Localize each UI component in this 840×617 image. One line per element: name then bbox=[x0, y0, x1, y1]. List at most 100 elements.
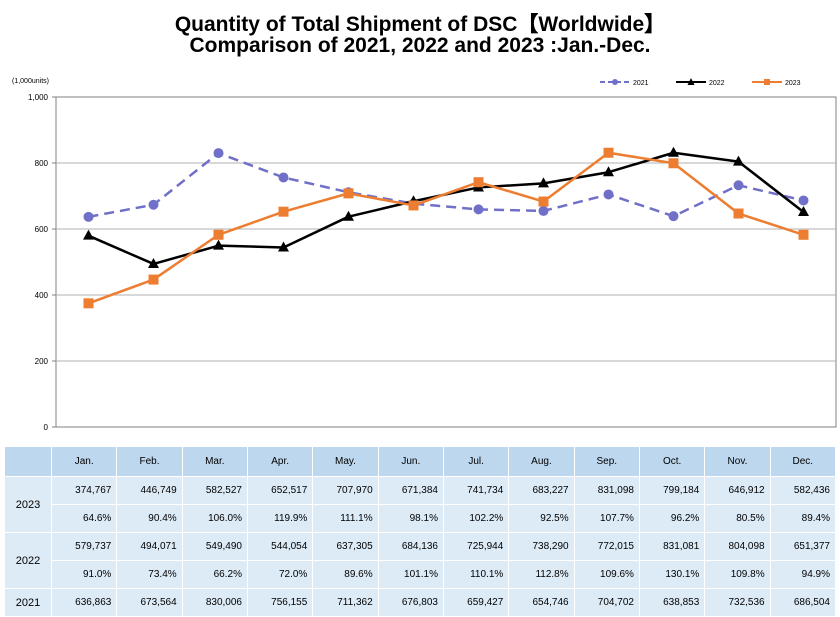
point-2021-jul bbox=[473, 204, 484, 215]
point-2022-sep bbox=[603, 166, 614, 177]
units-cell: 549,490 bbox=[181, 532, 248, 561]
row-year-label: 2023 bbox=[4, 476, 52, 533]
units-cell: 772,015 bbox=[573, 532, 640, 561]
column-header: Jan. bbox=[50, 446, 118, 477]
percent-cell: 90.4% bbox=[116, 504, 183, 533]
percent-cell: 72.0% bbox=[246, 560, 314, 589]
percent-cell: 94.9% bbox=[769, 560, 837, 589]
legend-label-2021: 2021 bbox=[633, 80, 649, 87]
units-cell: 711,362 bbox=[312, 588, 379, 617]
units-cell: 374,767 bbox=[50, 476, 118, 505]
legend-item-2023: 2023 bbox=[752, 79, 801, 87]
point-2023-mar bbox=[213, 229, 224, 240]
point-2021-nov bbox=[733, 180, 744, 191]
percent-cell: 109.8% bbox=[704, 560, 771, 589]
point-2022-mar bbox=[213, 239, 224, 250]
units-cell: 636,863 bbox=[50, 588, 118, 617]
column-header: May. bbox=[312, 446, 379, 477]
data-table: Jan. Feb. Mar. Apr. May. Jun. Jul. Aug. Sep. Oct.… bbox=[4, 446, 837, 617]
line-chart: 0 200 400 600 800 1,000 (1,000units) 2021 2022 20… bbox=[12, 78, 837, 432]
table-row: 2022 579,737 494,071 549,490 544,054 637,305 6… bbox=[4, 532, 837, 589]
point-2021-sep bbox=[603, 189, 614, 200]
table-body: 2023 374,767 446,749 582,527 652,517 707,970 6… bbox=[4, 476, 837, 617]
legend-label-2022: 2022 bbox=[709, 80, 725, 87]
point-2021-apr bbox=[278, 172, 289, 183]
units-cell: 671,384 bbox=[377, 476, 444, 505]
legend-item-2022: 2022 bbox=[676, 78, 725, 87]
row-year-label: 2022 bbox=[4, 532, 52, 589]
percent-cell: 110.1% bbox=[442, 560, 510, 589]
percent-cell: 119.9% bbox=[246, 504, 314, 533]
y-unit-label: (1,000units) bbox=[12, 78, 49, 85]
percent-cell: 64.6% bbox=[50, 504, 118, 533]
units-cell: 637,305 bbox=[312, 532, 379, 561]
column-header: Jul. bbox=[442, 446, 510, 477]
point-2023-jun bbox=[408, 200, 419, 211]
y-tick-label: 600 bbox=[35, 225, 49, 234]
column-header: Oct. bbox=[638, 446, 706, 477]
percent-cell: 89.4% bbox=[769, 504, 837, 533]
column-header: Aug. bbox=[508, 446, 575, 477]
y-tick-label: 0 bbox=[44, 423, 49, 432]
table-row: 64.6% 90.4% 106.0% 119.9% 111.1% 98.1% 102.2% 9… bbox=[5, 504, 837, 533]
point-2022-apr bbox=[278, 241, 289, 252]
units-cell: 651,377 bbox=[769, 532, 837, 561]
percent-cell: 101.1% bbox=[377, 560, 444, 589]
point-2021-mar bbox=[213, 148, 224, 159]
units-cell: 638,853 bbox=[638, 588, 706, 617]
legend-marker-2023 bbox=[764, 79, 770, 85]
units-cell: 831,098 bbox=[573, 476, 640, 505]
units-cell: 830,006 bbox=[181, 588, 248, 617]
y-tick-label: 800 bbox=[35, 159, 49, 168]
point-2021-feb bbox=[148, 199, 159, 210]
point-2022-feb bbox=[148, 257, 159, 268]
units-cell: 652,517 bbox=[246, 476, 314, 505]
percent-cell: 109.6% bbox=[573, 560, 640, 589]
column-header: Dec. bbox=[769, 446, 837, 477]
units-cell: 659,427 bbox=[442, 588, 510, 617]
percent-cell: 107.7% bbox=[573, 504, 640, 533]
units-cell: 704,702 bbox=[573, 588, 640, 617]
point-2021-jan bbox=[83, 211, 94, 222]
units-cell: 676,803 bbox=[377, 588, 444, 617]
percent-cell: 89.6% bbox=[312, 560, 379, 589]
point-2021-dec bbox=[798, 195, 809, 206]
point-2023-aug bbox=[538, 196, 549, 207]
point-2023-oct bbox=[668, 158, 679, 169]
point-2022-nov bbox=[733, 155, 744, 166]
table-header-row: Jan. Feb. Mar. Apr. May. Jun. Jul. Aug. Sep. Oct.… bbox=[4, 446, 837, 477]
units-cell: 738,290 bbox=[508, 532, 575, 561]
units-cell: 494,071 bbox=[116, 532, 183, 561]
units-cell: 582,436 bbox=[769, 476, 837, 505]
units-cell: 646,912 bbox=[704, 476, 771, 505]
legend-marker-2021 bbox=[612, 79, 618, 85]
units-cell: 544,054 bbox=[246, 532, 314, 561]
point-2023-apr bbox=[278, 206, 289, 217]
percent-cell: 66.2% bbox=[181, 560, 248, 589]
point-2023-dec bbox=[798, 229, 809, 240]
column-header: Apr. bbox=[246, 446, 314, 477]
point-2022-aug bbox=[538, 177, 549, 188]
units-cell: 579,737 bbox=[50, 532, 118, 561]
percent-cell: 112.8% bbox=[508, 560, 575, 589]
plot-area bbox=[55, 96, 837, 428]
percent-cell: 73.4% bbox=[116, 560, 183, 589]
units-cell: 741,734 bbox=[442, 476, 510, 505]
units-cell: 799,184 bbox=[638, 476, 706, 505]
point-2023-feb bbox=[148, 274, 159, 285]
table-row: 2023 374,767 446,749 582,527 652,517 707,970 6… bbox=[4, 476, 837, 533]
point-2023-jul bbox=[473, 177, 484, 188]
units-cell: 673,564 bbox=[116, 588, 183, 617]
chart-title-line1: Quantity of Total Shipment of DSC【Worldw… bbox=[174, 13, 666, 36]
percent-cell: 96.2% bbox=[638, 504, 706, 533]
legend-marker-2022 bbox=[687, 78, 695, 85]
percent-cell: 102.2% bbox=[442, 504, 510, 533]
percent-cell: 92.5% bbox=[508, 504, 575, 533]
units-cell: 683,227 bbox=[508, 476, 575, 505]
y-tick-label: 400 bbox=[35, 291, 49, 300]
units-cell: 725,944 bbox=[442, 532, 510, 561]
percent-cell: 80.5% bbox=[704, 504, 771, 533]
units-cell: 804,098 bbox=[704, 532, 771, 561]
column-header: Feb. bbox=[116, 446, 183, 477]
legend-label-2023: 2023 bbox=[785, 80, 801, 87]
